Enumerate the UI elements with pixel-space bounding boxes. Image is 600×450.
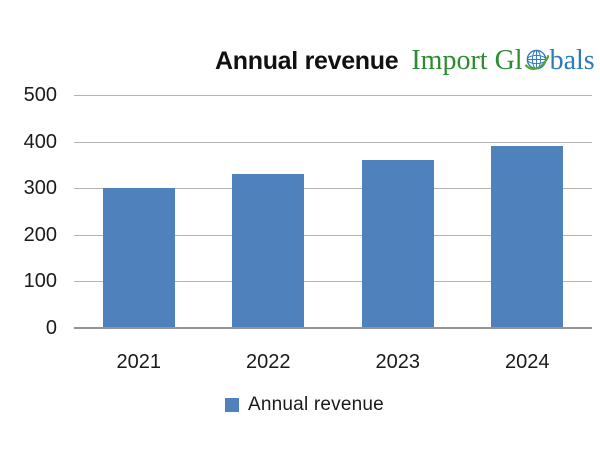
y-axis-label-400: 400 — [23, 130, 57, 153]
logo-text-blue: bals — [549, 45, 595, 76]
y-gridline-400 — [74, 141, 592, 143]
y-axis-label-500: 500 — [23, 84, 57, 106]
legend-label: Annual revenue — [248, 394, 384, 415]
legend: Annual revenue — [225, 394, 384, 416]
x-axis-label-2022: 2022 — [246, 351, 291, 373]
y-gridline-200 — [74, 234, 592, 236]
y-axis-label-100: 100 — [23, 270, 57, 293]
y-gridline-100 — [74, 281, 592, 283]
x-axis-label-2024: 2024 — [505, 351, 550, 373]
chart-header: Annual revenue Import Gl bals — [215, 44, 595, 77]
y-axis-label-300: 300 — [23, 177, 57, 200]
logo-text-green: Import Gl — [411, 45, 523, 76]
y-axis-label-200: 200 — [23, 223, 57, 246]
globe-icon — [524, 48, 550, 73]
bar-2024 — [491, 146, 564, 328]
x-axis-line — [74, 327, 592, 329]
x-axis-label-2021: 2021 — [116, 351, 162, 373]
x-axis-label-2023: 2023 — [375, 351, 421, 373]
bar-2023 — [361, 160, 434, 328]
bar-2021 — [102, 188, 175, 328]
chart-title: Annual revenue — [215, 47, 399, 75]
bar-2022 — [232, 174, 305, 328]
y-axis-label-0: 0 — [45, 317, 57, 339]
legend-swatch — [225, 398, 239, 412]
brand-logo: Import Gl bals — [411, 44, 594, 77]
y-gridline-500 — [74, 95, 592, 96]
y-gridline-300 — [74, 188, 592, 190]
